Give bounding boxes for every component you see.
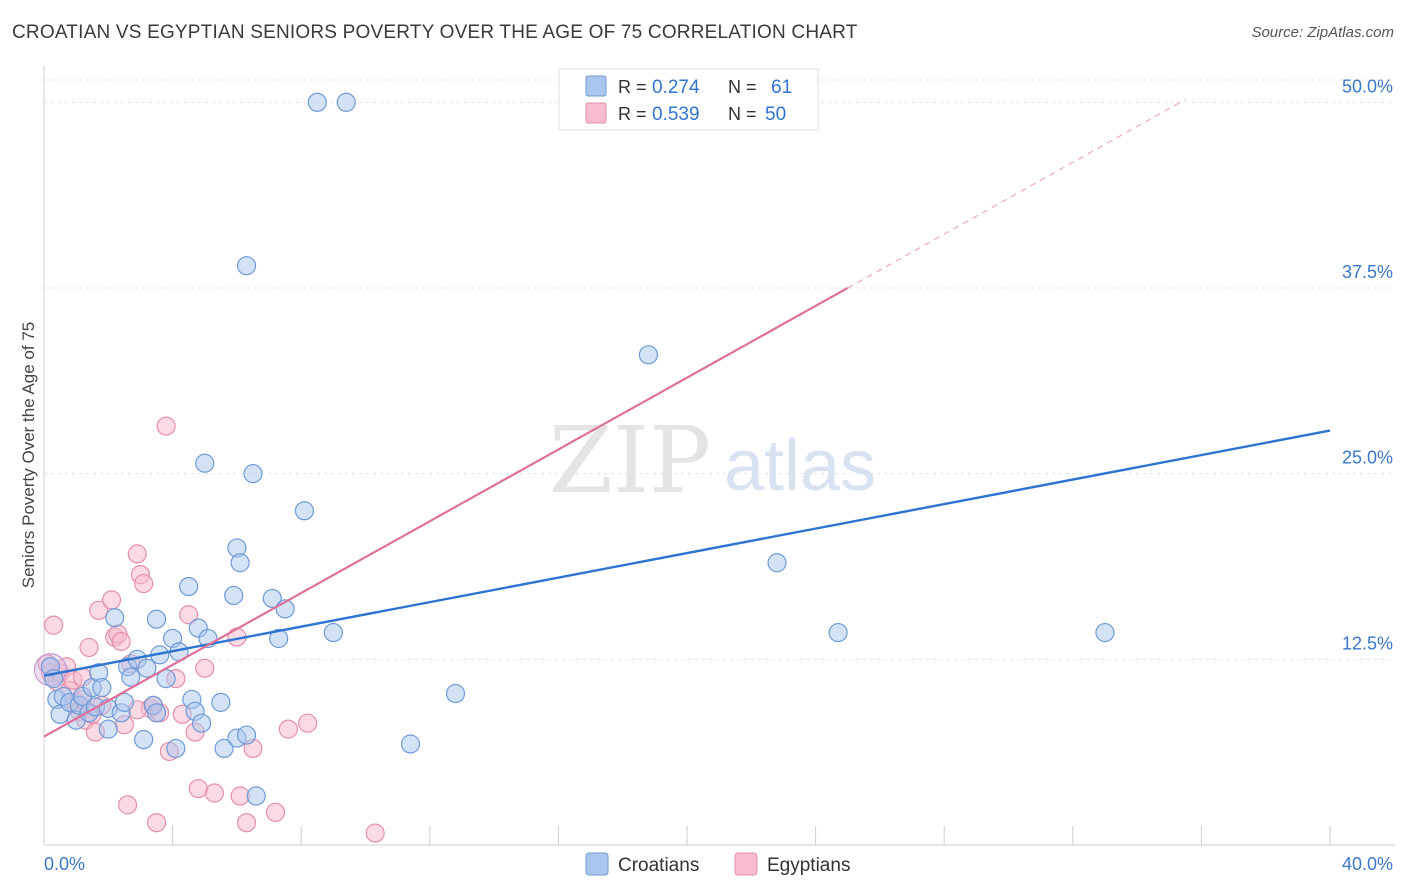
croatians-point xyxy=(146,609,167,629)
gridlines xyxy=(44,79,1395,660)
croatians-point xyxy=(243,464,263,484)
stats-n-label-1: N = xyxy=(728,77,757,97)
croatians-point xyxy=(400,734,421,754)
chart-title: CROATIAN VS EGYPTIAN SENIORS POVERTY OVE… xyxy=(12,22,858,43)
egyptians-point xyxy=(195,658,215,678)
legend-swatch-egyptians xyxy=(734,852,758,876)
egyptians-trend-line xyxy=(43,287,849,738)
croatians-point xyxy=(294,501,315,521)
egyptians-point xyxy=(278,719,298,739)
stats-n-label-2: N = xyxy=(728,104,757,124)
croatians-point xyxy=(246,786,266,806)
egyptians-point xyxy=(265,802,286,822)
croatians-point xyxy=(92,677,112,698)
croatians-point xyxy=(236,256,257,276)
croatians-trend-line xyxy=(43,429,1331,677)
stats-legend: R = 0.274 N = 61 R = 0.539 N = 50 xyxy=(558,68,819,131)
croatians-point xyxy=(191,713,212,733)
egyptians-point xyxy=(134,573,154,594)
egyptians-point xyxy=(127,544,147,564)
stats-r-value-1: 0.274 xyxy=(652,77,700,98)
egyptians-point xyxy=(146,813,167,833)
stats-r-label-2: R = xyxy=(618,104,647,124)
egyptians-point xyxy=(204,783,224,803)
y-tick-label: 50.0% xyxy=(1342,76,1393,96)
egyptians-point xyxy=(156,416,176,436)
croatians-point xyxy=(179,576,199,597)
croatians-point xyxy=(121,667,141,687)
source-note: Source: ZipAtlas.com xyxy=(1251,24,1394,41)
egyptians-point xyxy=(44,615,64,635)
watermark-zip: ZIP xyxy=(549,407,711,514)
stats-n-value-1: 61 xyxy=(771,77,792,98)
legend-label-croatians: Croatians xyxy=(618,855,699,876)
y-tick-label: 37.5% xyxy=(1342,262,1393,282)
croatians-point xyxy=(134,729,154,750)
croatians-points xyxy=(40,92,1115,806)
stats-n-value-2: 50 xyxy=(765,104,786,125)
croatians-point xyxy=(137,658,157,678)
axes xyxy=(43,66,1395,846)
croatians-point xyxy=(236,725,257,745)
egyptians-point xyxy=(298,713,318,733)
stats-swatch-croatians xyxy=(585,75,607,97)
egyptians-trend-extension xyxy=(847,99,1186,289)
egyptians-point xyxy=(89,600,109,620)
y-tick-label: 25.0% xyxy=(1342,448,1393,468)
egyptians-point xyxy=(236,813,257,833)
croatians-point xyxy=(638,345,659,365)
egyptians-point xyxy=(117,795,138,815)
croatians-point xyxy=(1095,622,1115,643)
croatians-point xyxy=(323,622,343,643)
croatians-point xyxy=(224,585,244,606)
legend-label-egyptians: Egyptians xyxy=(767,855,850,876)
croatians-point xyxy=(114,692,134,712)
x-tick-label-end: 40.0% xyxy=(1342,854,1393,874)
egyptians-point xyxy=(179,605,199,625)
croatians-point xyxy=(146,703,167,723)
stats-r-label-1: R = xyxy=(618,77,647,97)
egyptians-point xyxy=(188,778,208,799)
croatians-point xyxy=(767,553,787,573)
egyptians-point xyxy=(230,786,250,806)
y-tick-label: 12.5% xyxy=(1342,633,1393,653)
series-legend: Croatians Egyptians xyxy=(585,852,850,876)
croatians-point xyxy=(445,683,466,704)
croatians-point xyxy=(230,553,250,573)
croatians-point xyxy=(336,92,356,112)
egyptians-point xyxy=(79,637,99,658)
croatians-point xyxy=(262,588,282,609)
stats-swatch-egyptians xyxy=(585,102,607,124)
egyptians-point xyxy=(101,590,122,610)
tick-labels: 12.5% 25.0% 37.5% 50.0% 0.0% 40.0% xyxy=(44,76,1393,874)
croatians-point xyxy=(307,92,327,112)
croatians-point xyxy=(211,692,231,712)
croatians-point xyxy=(195,453,215,473)
croatians-point xyxy=(269,628,289,649)
stats-r-value-2: 0.539 xyxy=(652,104,700,125)
croatians-point xyxy=(166,738,186,759)
egyptians-point xyxy=(111,631,131,652)
watermark-atlas: atlas xyxy=(724,426,876,506)
y-axis-label: Seniors Poverty Over the Age of 75 xyxy=(19,322,38,588)
croatians-point xyxy=(214,738,234,759)
croatians-point xyxy=(98,719,118,739)
croatians-point xyxy=(105,608,125,628)
croatians-point xyxy=(828,622,848,643)
trend-lines xyxy=(43,99,1331,738)
x-tick-label-start: 0.0% xyxy=(44,854,85,874)
egyptians-point xyxy=(365,823,385,843)
legend-swatch-croatians xyxy=(585,852,609,876)
